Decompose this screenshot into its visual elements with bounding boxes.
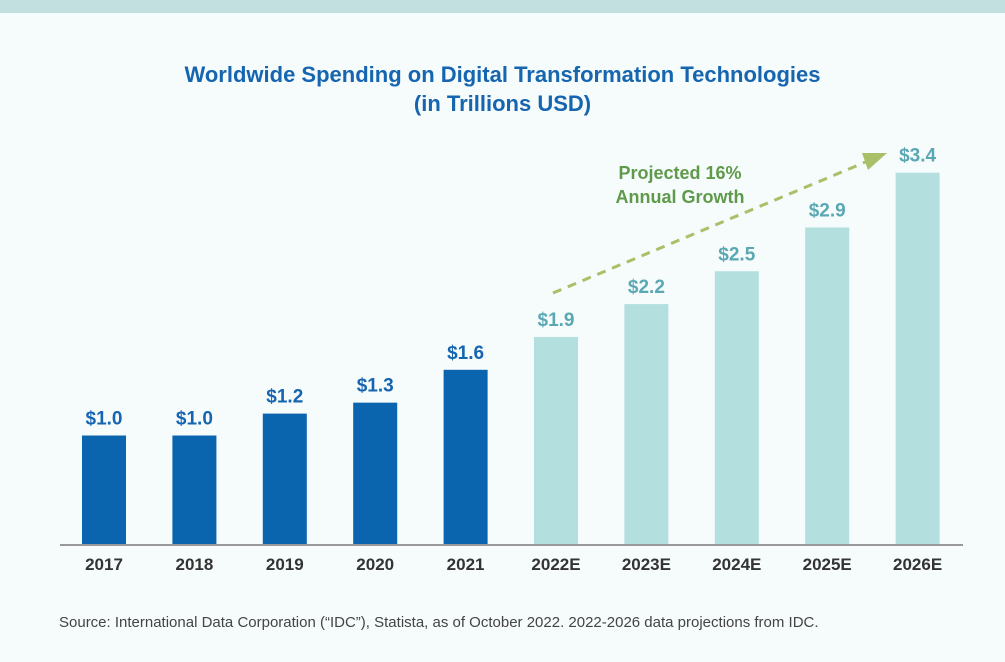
- bar-2022E: [534, 336, 578, 545]
- bar-2024E: [714, 271, 759, 545]
- data-label: $3.4: [899, 146, 936, 167]
- x-tick-label: 2025E: [803, 555, 852, 574]
- data-label: $1.6: [447, 343, 484, 364]
- annotation-line-2: Annual Growth: [616, 187, 745, 207]
- bar-2019: [262, 413, 307, 545]
- bar-2023E: [624, 304, 669, 545]
- bar-2025E: [805, 227, 850, 545]
- x-tick-label: 2024E: [712, 555, 761, 574]
- growth-arrow-head-icon: [862, 153, 887, 170]
- data-label: $1.9: [538, 310, 575, 331]
- chart-title: Worldwide Spending on Digital Transforma…: [0, 60, 1005, 118]
- x-tick-label: 2021: [447, 555, 485, 574]
- x-tick-label: 2023E: [622, 555, 671, 574]
- growth-arrow-line: [552, 159, 869, 295]
- chart-subtitle: (in Trillions USD): [413, 91, 592, 116]
- x-tick-label: 2020: [356, 555, 394, 574]
- x-tick-label: 2019: [266, 555, 304, 574]
- data-label: $1.3: [357, 376, 394, 397]
- x-tick-label: 2017: [85, 555, 123, 574]
- data-label: $1.0: [86, 409, 123, 430]
- chart-title-main: Worldwide Spending on Digital Transforma…: [184, 62, 821, 87]
- x-tick-label: 2026E: [893, 555, 942, 574]
- data-label: $2.9: [809, 200, 846, 221]
- annotation-line-1: Projected 16%: [618, 163, 741, 183]
- bar-2017: [82, 435, 126, 545]
- x-tick-label: 2018: [175, 555, 213, 574]
- bar-2026E: [895, 172, 940, 545]
- data-label: $2.2: [628, 277, 665, 298]
- data-label: $1.0: [176, 409, 213, 430]
- top-banner: [0, 0, 1005, 13]
- bar-2021: [443, 369, 488, 545]
- x-tick-label: 2022E: [531, 555, 580, 574]
- source-note: Source: International Data Corporation (…: [59, 614, 819, 631]
- data-label: $2.5: [718, 244, 755, 265]
- bar-2018: [172, 435, 217, 545]
- bar-2020: [353, 402, 398, 545]
- data-label: $1.2: [266, 387, 303, 408]
